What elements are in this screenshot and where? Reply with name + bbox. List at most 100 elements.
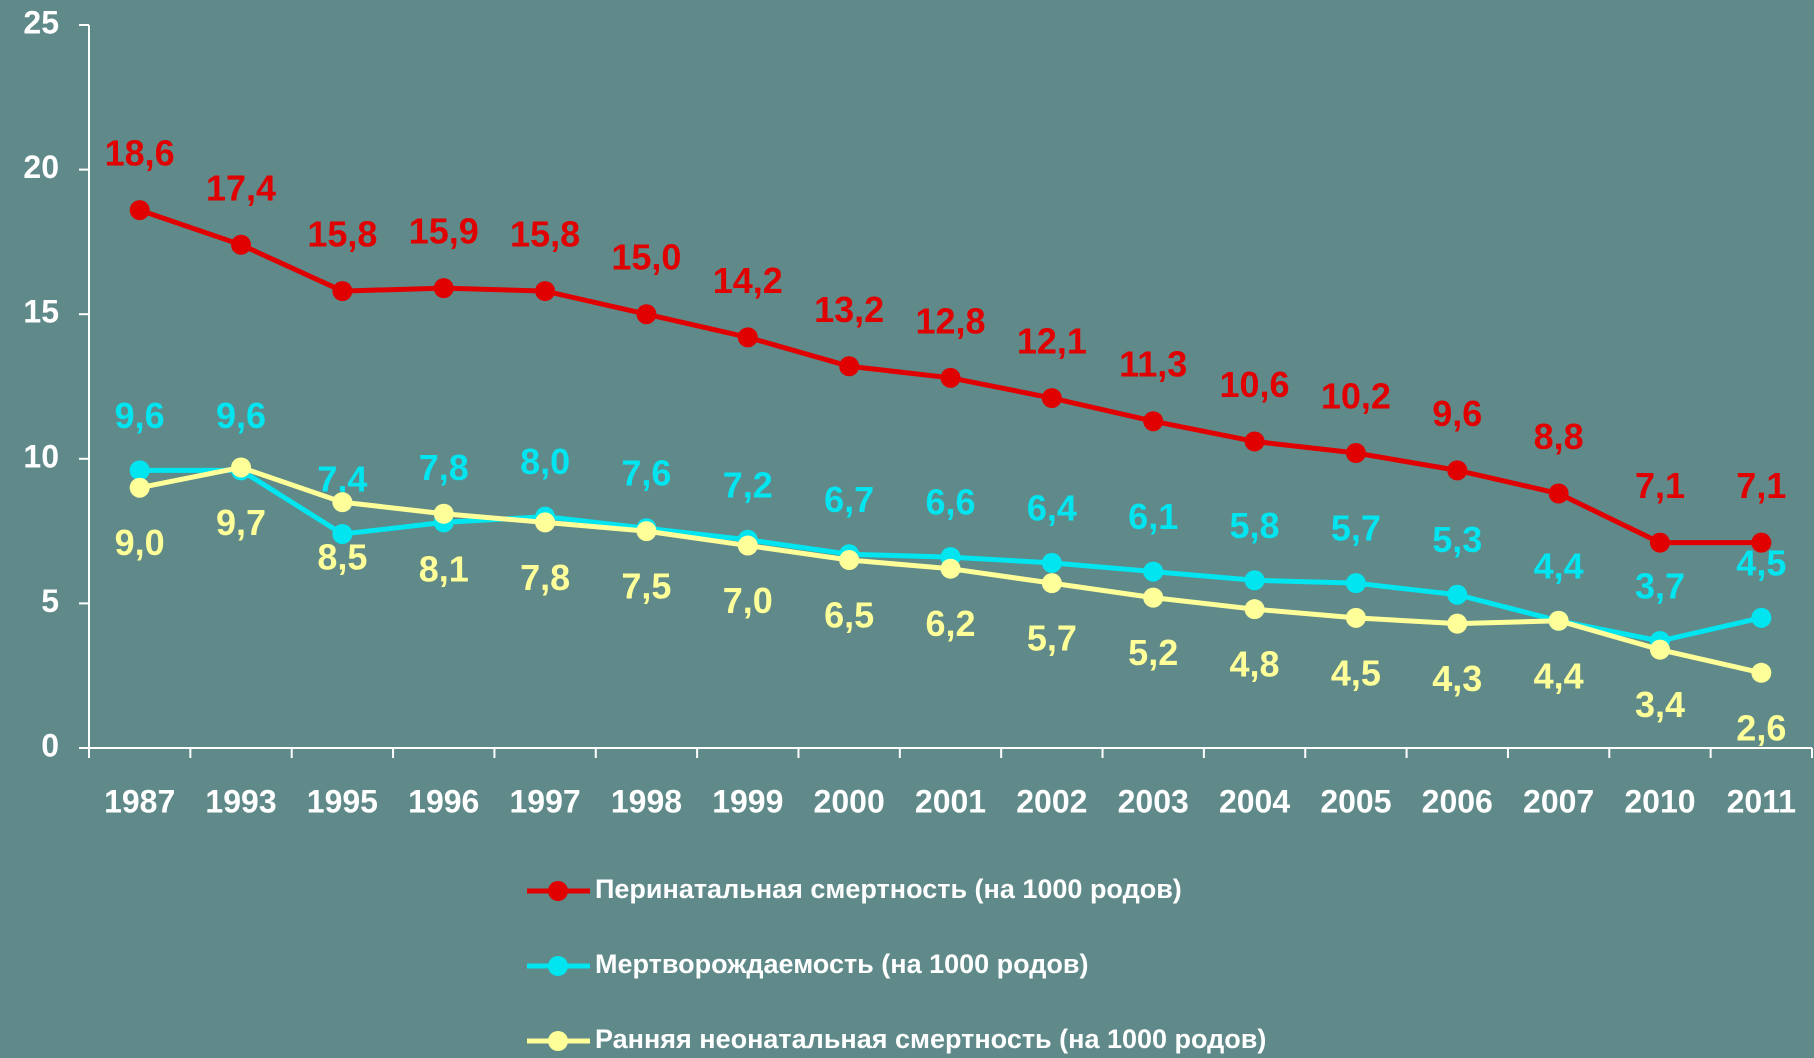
data-label: 9,6 [1432, 393, 1482, 434]
data-label: 8,1 [419, 548, 469, 589]
marker [535, 281, 556, 302]
data-label: 3,7 [1635, 566, 1685, 607]
marker [636, 304, 657, 325]
marker [1345, 573, 1366, 594]
data-label: 4,4 [1534, 655, 1584, 696]
data-label: 9,6 [216, 395, 266, 436]
x-tick-label: 2003 [1118, 783, 1189, 819]
data-label: 6,1 [1128, 496, 1178, 537]
x-tick-label: 2007 [1523, 783, 1594, 819]
marker [1447, 584, 1468, 605]
data-label: 15,0 [611, 237, 681, 278]
marker [1447, 460, 1468, 481]
marker [332, 492, 353, 513]
marker [535, 512, 556, 533]
marker [129, 200, 150, 221]
x-tick-label: 2010 [1624, 783, 1695, 819]
data-label: 13,2 [814, 289, 884, 330]
x-tick-label: 2002 [1016, 783, 1087, 819]
data-label: 18,6 [105, 133, 175, 174]
marker [1548, 483, 1569, 504]
marker [129, 460, 150, 481]
marker [1041, 388, 1062, 409]
legend-label: Мертворождаемость (на 1000 родов) [595, 949, 1089, 979]
data-label: 5,7 [1331, 508, 1381, 549]
marker [1751, 607, 1772, 628]
data-label: 5,3 [1432, 519, 1482, 560]
marker [1751, 662, 1772, 683]
data-label: 6,7 [824, 479, 874, 520]
x-tick-label: 1999 [712, 783, 783, 819]
data-label: 2,6 [1736, 707, 1786, 748]
marker [433, 278, 454, 299]
marker [332, 281, 353, 302]
data-label: 15,8 [307, 214, 377, 255]
y-tick-label: 25 [23, 4, 59, 40]
data-label: 9,7 [216, 502, 266, 543]
marker [433, 503, 454, 524]
data-label: 15,9 [409, 211, 479, 252]
data-label: 4,3 [1432, 658, 1482, 699]
legend-label: Перинатальная смертность (на 1000 родов) [595, 874, 1182, 904]
data-label: 6,4 [1027, 487, 1077, 528]
data-label: 7,8 [520, 557, 570, 598]
data-label: 6,6 [925, 482, 975, 523]
marker [1345, 607, 1366, 628]
marker [1244, 570, 1265, 591]
x-tick-label: 2011 [1727, 783, 1796, 819]
data-label: 3,4 [1635, 684, 1685, 725]
marker [1041, 552, 1062, 573]
x-tick-label: 1987 [104, 783, 175, 819]
marker [940, 367, 961, 388]
x-tick-label: 2000 [814, 783, 885, 819]
data-label: 7,2 [723, 464, 773, 505]
data-label: 4,5 [1331, 652, 1381, 693]
x-tick-label: 1995 [307, 783, 378, 819]
data-label: 9,0 [115, 522, 165, 563]
data-label: 7,1 [1635, 465, 1685, 506]
y-tick-label: 10 [23, 438, 59, 474]
data-label: 4,4 [1534, 545, 1584, 586]
data-label: 11,3 [1119, 344, 1187, 385]
data-label: 7,0 [723, 580, 773, 621]
marker [231, 457, 252, 478]
data-label: 8,0 [520, 441, 570, 482]
data-label: 14,2 [713, 260, 783, 301]
marker [636, 521, 657, 542]
marker [129, 477, 150, 498]
data-label: 15,8 [510, 214, 580, 255]
x-tick-label: 2006 [1422, 783, 1493, 819]
data-label: 7,5 [621, 566, 671, 607]
legend-marker [548, 956, 568, 976]
marker [737, 535, 758, 556]
x-tick-label: 2001 [915, 783, 986, 819]
marker [940, 558, 961, 579]
legend-label: Ранняя неонатальная смертность (на 1000 … [595, 1024, 1266, 1054]
data-label: 10,2 [1321, 376, 1391, 417]
data-label: 9,6 [115, 395, 165, 436]
marker [1649, 639, 1670, 660]
data-label: 12,1 [1017, 321, 1087, 362]
marker [1143, 561, 1164, 582]
data-label: 17,4 [206, 167, 276, 208]
data-label: 7,1 [1736, 465, 1786, 506]
marker [1548, 610, 1569, 631]
data-label: 7,8 [419, 447, 469, 488]
y-tick-label: 20 [23, 149, 59, 185]
marker [1649, 532, 1670, 553]
data-label: 8,8 [1534, 416, 1584, 457]
marker [1041, 573, 1062, 594]
x-tick-label: 1998 [611, 783, 682, 819]
legend-marker [548, 1031, 568, 1051]
data-label: 5,2 [1128, 632, 1178, 673]
marker [1244, 599, 1265, 620]
marker [839, 550, 860, 571]
marker [737, 327, 758, 348]
y-tick-label: 0 [41, 727, 59, 763]
data-label: 4,8 [1230, 644, 1280, 685]
marker [1143, 411, 1164, 432]
marker [332, 523, 353, 544]
data-label: 5,8 [1230, 505, 1280, 546]
